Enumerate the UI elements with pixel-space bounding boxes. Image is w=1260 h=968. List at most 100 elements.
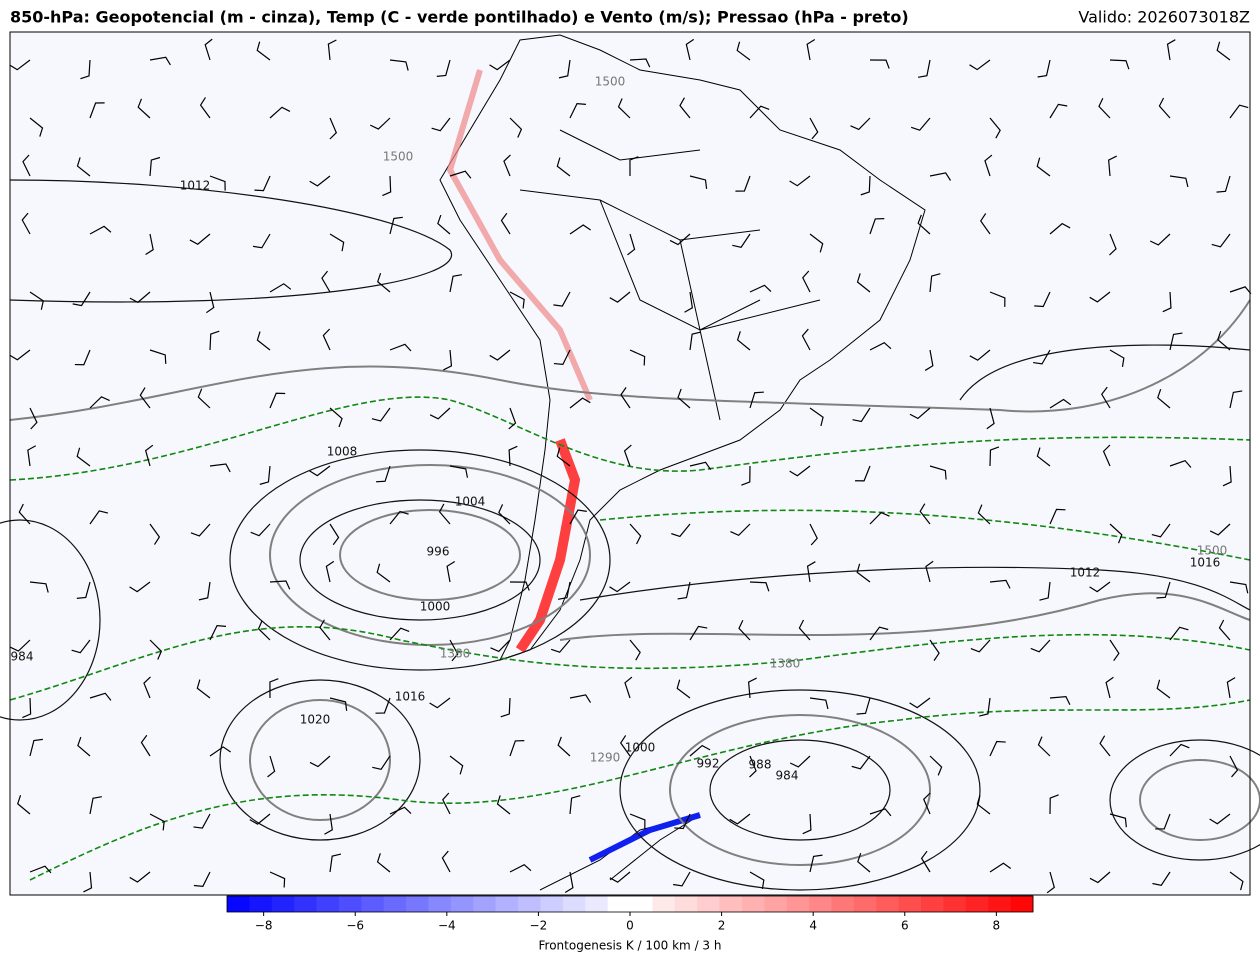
- wind-barb: [1109, 59, 1130, 70]
- colorbar-tick-label: −4: [438, 919, 456, 933]
- wind-barb: [144, 444, 154, 467]
- wind-barb: [989, 446, 1000, 467]
- wind-barb: [910, 117, 931, 131]
- wind-barb: [267, 755, 276, 778]
- colorbar-cell: [1010, 896, 1034, 912]
- colorbar-cell: [921, 896, 944, 912]
- colorbar-cell: [361, 896, 385, 912]
- wind-barb: [309, 175, 331, 187]
- wind-barb: [449, 274, 463, 293]
- wind-barb: [798, 619, 811, 641]
- wind-barb: [1034, 291, 1051, 308]
- wind-barb: [74, 349, 91, 366]
- wind-barb: [498, 504, 511, 525]
- wind-barb: [149, 813, 165, 831]
- wind-barb: [1039, 581, 1051, 601]
- wind-barb: [1169, 459, 1192, 468]
- wind-barb: [917, 214, 931, 235]
- wind-barb: [620, 387, 631, 409]
- wind-barb: [736, 41, 751, 61]
- colorbar-cell: [607, 896, 631, 912]
- isobar: [229, 449, 611, 671]
- wind-barb: [989, 291, 1006, 307]
- height-contour: [1139, 759, 1260, 841]
- wind-barb: [209, 175, 226, 191]
- wind-barb: [1169, 626, 1189, 641]
- height-contour: [9, 299, 1251, 421]
- wind-barb: [80, 59, 91, 80]
- isobar: [619, 689, 981, 891]
- wind-barb: [917, 59, 931, 78]
- wind-barb: [196, 679, 211, 699]
- wind-barb: [1216, 175, 1231, 193]
- wind-barb: [806, 561, 816, 583]
- borders: [519, 129, 821, 421]
- colorbar-tick-label: 6: [901, 919, 909, 933]
- colorbar-cell: [988, 896, 1012, 912]
- wind-barb: [809, 523, 818, 546]
- wind-barb: [1156, 679, 1171, 699]
- wind-barb: [29, 117, 44, 137]
- wind-barb: [869, 626, 889, 641]
- wind-barb: [977, 504, 991, 525]
- wind-barb: [802, 813, 812, 835]
- wind-barb: [617, 98, 631, 119]
- wind-barb: [449, 639, 459, 662]
- wind-barb: [1101, 386, 1111, 409]
- wind-barb: [619, 735, 631, 757]
- wind-barb: [558, 59, 571, 79]
- wind-barb: [29, 738, 43, 757]
- wind-barb: [503, 154, 511, 177]
- wind-barb: [623, 444, 632, 467]
- colorbar: −8 −6 −4 −2 0 2 4 6 8: [226, 895, 1034, 933]
- wind-barb: [856, 563, 871, 583]
- wind-barb: [149, 639, 163, 660]
- wind-barb: [1109, 233, 1117, 256]
- wind-barb: [389, 216, 403, 235]
- wind-barb: [741, 465, 751, 486]
- wind-barb: [17, 795, 31, 815]
- colorbar-cell: [764, 896, 788, 912]
- wind-barb: [1209, 523, 1231, 536]
- wind-barb: [329, 853, 342, 873]
- contour-label: 984: [11, 650, 34, 664]
- wind-barb: [1049, 103, 1068, 119]
- wind-barb: [149, 156, 161, 177]
- isobar: [579, 566, 1251, 611]
- height-contour: [559, 592, 1251, 641]
- wind-barb: [129, 581, 151, 593]
- wind-barb: [729, 813, 751, 825]
- wind-barb: [389, 627, 410, 641]
- wind-barb: [669, 233, 691, 246]
- isotherm: [9, 626, 1251, 701]
- wind-barb: [1157, 388, 1171, 409]
- wind-barb: [1211, 233, 1231, 248]
- wind-barb: [437, 214, 451, 235]
- wind-barb: [376, 563, 391, 583]
- wind-barb: [1049, 508, 1066, 525]
- colorbar-tick-label: 4: [809, 919, 817, 933]
- wind-barb: [556, 157, 571, 177]
- wind-barb: [76, 157, 91, 177]
- wind-barb: [929, 172, 952, 181]
- colorbar-cell: [741, 896, 765, 912]
- wind-barb: [569, 694, 592, 703]
- wind-barb: [677, 581, 691, 600]
- wind-barb: [449, 465, 469, 478]
- colorbar-cell: [853, 896, 877, 912]
- wind-barb: [553, 291, 571, 307]
- wind-barb: [489, 349, 511, 361]
- wind-barb: [269, 871, 286, 888]
- wind-barb: [1169, 743, 1190, 757]
- wind-barb: [689, 461, 712, 471]
- valid-time: Valido: 2026073018Z: [1078, 8, 1250, 27]
- height-contour: [669, 714, 931, 866]
- wind-barb: [71, 639, 91, 654]
- wind-barb: [629, 349, 646, 366]
- wind-barb: [969, 59, 991, 71]
- wind-barb: [1229, 390, 1243, 409]
- frontogenesis-band: [515, 438, 581, 653]
- wind-barb: [689, 175, 708, 189]
- wind-barb: [1109, 639, 1120, 662]
- wind-barb: [21, 212, 31, 235]
